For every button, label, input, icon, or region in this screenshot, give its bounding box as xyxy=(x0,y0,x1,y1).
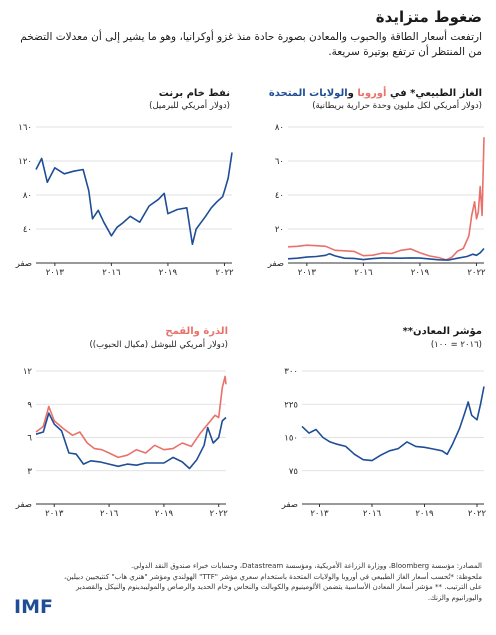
gas-y-tick-label: ٨٠ xyxy=(275,123,284,133)
footnote-text: ملحوظة: *تُحسب أسعار الغاز الطبيعي في أو… xyxy=(64,572,482,602)
gas-title-europe: أوروبا xyxy=(357,88,387,99)
grains-series-line-1 xyxy=(35,412,227,470)
gas-series-line-1 xyxy=(287,247,485,261)
metals-y-tick-label: ٢٢٥ xyxy=(284,400,298,410)
gas-x-tick-label: ٢٠١٩ xyxy=(411,268,430,278)
metals-chart: صفر ٧٥ ١٥٠ ٢٢٥ ٣٠٠ ٢٠١٣ ٢٠١٦ ٢٠١٩ ٢٠٢٢ xyxy=(281,367,487,519)
gas-panel-title: الغاز الطبيعي* في أوروبا والولايات المتح… xyxy=(269,88,482,99)
imf-logo: IMF xyxy=(14,596,53,618)
page-title: ضغوط متزايدة xyxy=(375,8,482,26)
grains-y-tick-label: ٦ xyxy=(27,434,32,444)
oil-panel-title: نفط خام برنت xyxy=(158,88,230,99)
grains-series-line-0 xyxy=(35,375,227,459)
oil-series-line-0 xyxy=(35,152,233,246)
grains-title-wheat: القمح xyxy=(165,326,194,337)
gas-title-us: الولايات المتحدة xyxy=(268,88,348,99)
gas-chart: صفر ٢٠ ٤٠ ٦٠ ٨٠ ٢٠١٣ ٢٠١٦ ٢٠١٩ ٢٠٢٢ xyxy=(267,123,486,278)
gas-title-and: و xyxy=(347,88,358,99)
metals-x-tick-label: ٢٠١٩ xyxy=(415,509,434,519)
sources-note: المصادر: مؤسسة Bloomberg، ووزارة الزراعة… xyxy=(52,561,482,603)
oil-chart: صفر ٤٠ ٨٠ ١٢٠ ١٦٠ ٢٠١٣ ٢٠١٦ ٢٠١٩ ٢٠٢٢ xyxy=(15,123,234,278)
grains-title-corn: الذرة xyxy=(203,326,228,337)
oil-y-tick-label: ٨٠ xyxy=(23,191,32,201)
grains-panel-title: الذرة والقمح xyxy=(165,326,228,337)
oil-y-tick-label: ١٦٠ xyxy=(18,123,32,133)
grains-y-tick-label: ١٢ xyxy=(23,367,33,377)
gas-y-tick-label: ٢٠ xyxy=(275,225,284,235)
metals-x-tick-label: ٢٠١٦ xyxy=(363,509,382,519)
metals-x-tick-label: ٢٠١٣ xyxy=(310,509,329,519)
grains-y-tick-label: ٣ xyxy=(27,467,32,477)
metals-series-line-0 xyxy=(301,386,485,462)
oil-y-tick-label: صفر xyxy=(15,259,32,269)
gas-y-tick-label: ٤٠ xyxy=(275,191,284,201)
metals-y-tick-label: ٣٠٠ xyxy=(284,367,298,377)
gas-title-prefix: الغاز الطبيعي* في xyxy=(386,88,482,99)
grains-x-tick-label: ٢٠١٣ xyxy=(45,509,64,519)
gas-y-tick-label: صفر xyxy=(267,259,284,269)
grains-panel-unit: (دولار أمريكي للبوشل (مكيال الحبوب)) xyxy=(89,340,228,350)
oil-panel-unit: (دولار أمريكي للبرميل) xyxy=(149,101,230,111)
grains-x-tick-label: ٢٠١٦ xyxy=(100,509,119,519)
metals-panel-unit: (٢٠١٦ = ١٠٠) xyxy=(430,340,482,350)
oil-x-tick-label: ٢٠٢٢ xyxy=(215,268,234,278)
metals-y-tick-label: صفر xyxy=(281,500,298,510)
gas-y-tick-label: ٦٠ xyxy=(275,157,284,167)
grains-y-tick-label: صفر xyxy=(15,500,32,510)
gas-x-tick-label: ٢٠٢٢ xyxy=(467,268,486,278)
gas-series-line-0 xyxy=(287,137,485,261)
oil-x-tick-label: ٢٠١٣ xyxy=(46,268,65,278)
grains-chart: صفر ٣ ٦ ٩ ١٢ ٢٠١٣ ٢٠١٦ ٢٠١٩ ٢٠٢٢ xyxy=(15,367,229,519)
oil-x-tick-label: ٢٠١٩ xyxy=(159,268,178,278)
metals-y-tick-label: ١٥٠ xyxy=(284,434,298,444)
gas-x-tick-label: ٢٠١٣ xyxy=(298,268,317,278)
metals-panel-title: مؤشر المعادن** xyxy=(402,326,482,337)
sources-text: المصادر: مؤسسة Bloomberg، ووزارة الزراعة… xyxy=(131,562,482,570)
grains-y-tick-label: ٩ xyxy=(27,400,32,410)
oil-x-tick-label: ٢٠١٦ xyxy=(102,268,121,278)
oil-y-tick-label: ٤٠ xyxy=(23,225,32,235)
oil-y-tick-label: ١٢٠ xyxy=(18,157,32,167)
metals-x-tick-label: ٢٠٢٢ xyxy=(468,509,487,519)
grains-title-and: و xyxy=(193,326,204,337)
gas-x-tick-label: ٢٠١٦ xyxy=(354,268,373,278)
metals-y-tick-label: ٧٥ xyxy=(289,467,298,477)
gas-panel-unit: (دولار أمريكي لكل مليون وحدة حرارية بريط… xyxy=(312,101,482,111)
page-subtitle: ارتفعت أسعار الطاقة والحبوب والمعادن بصو… xyxy=(20,31,482,58)
grains-x-tick-label: ٢٠٢٢ xyxy=(210,509,229,519)
grains-x-tick-label: ٢٠١٩ xyxy=(155,509,174,519)
